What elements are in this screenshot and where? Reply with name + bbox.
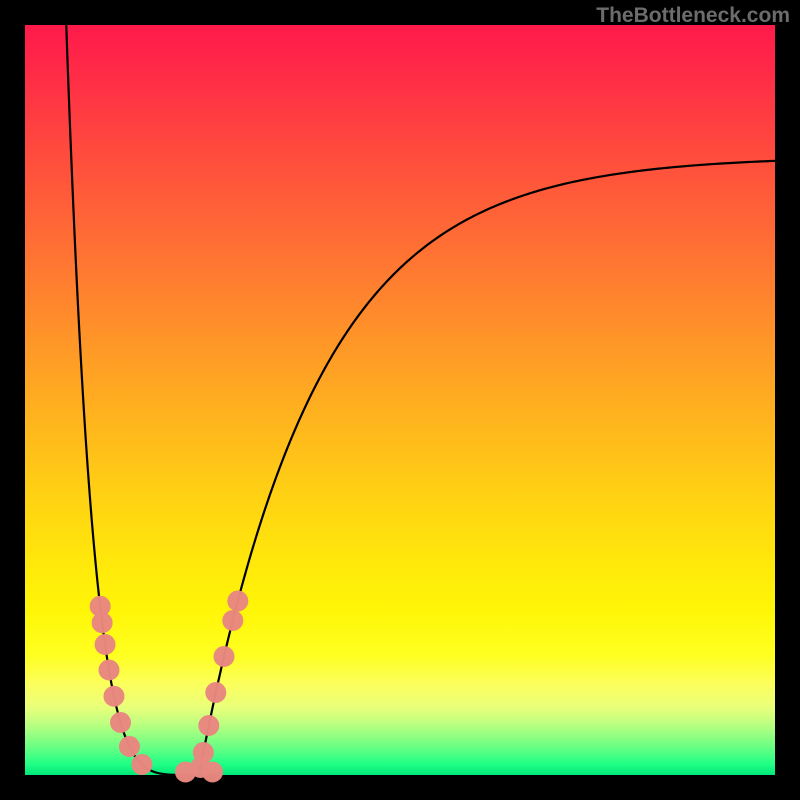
- marker-dot: [199, 716, 219, 736]
- marker-dot: [119, 737, 139, 757]
- chart-svg: [0, 0, 800, 800]
- marker-dot: [99, 660, 119, 680]
- marker-dot: [193, 743, 213, 763]
- marker-dot: [223, 611, 243, 631]
- marker-dot: [92, 613, 112, 633]
- marker-dot: [203, 762, 223, 782]
- marker-dot: [111, 713, 131, 733]
- marker-dot: [104, 686, 124, 706]
- marker-dot: [214, 647, 234, 667]
- marker-dot: [206, 683, 226, 703]
- marker-dot: [228, 591, 248, 611]
- plot-background-gradient: [25, 25, 775, 775]
- figure-container: TheBottleneck.com: [0, 0, 800, 800]
- watermark-text: TheBottleneck.com: [596, 4, 790, 28]
- marker-dot: [132, 755, 152, 775]
- marker-dot: [95, 635, 115, 655]
- marker-dot: [176, 762, 196, 782]
